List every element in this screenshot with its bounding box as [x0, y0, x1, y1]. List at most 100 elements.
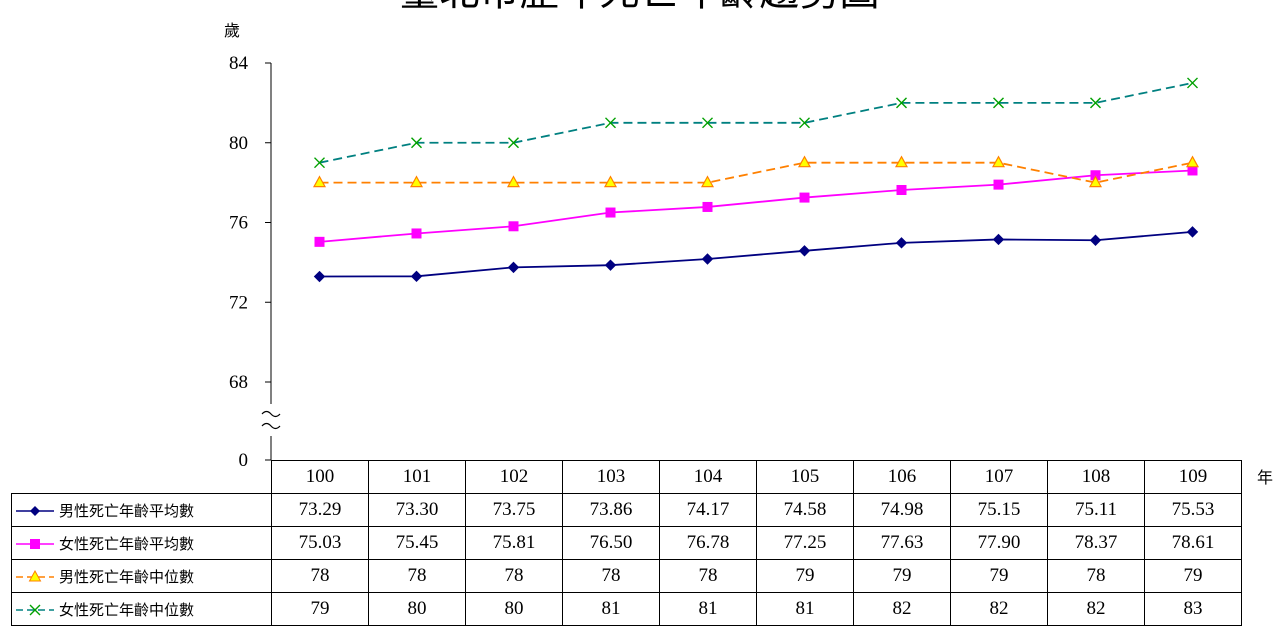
data-point-marker: [1088, 175, 1103, 188]
data-point-marker-stroke: [1187, 77, 1198, 89]
data-value-cell: 73.29: [271, 493, 369, 527]
data-table: 100 101 102 103 104 105 106 107 108 109 男性死亡年齡平均數 7…: [11, 460, 1242, 626]
data-point-marker: [313, 270, 326, 283]
data-value-cell: 74.58: [756, 493, 854, 527]
data-value-cell: 79: [271, 592, 369, 626]
data-point-marker: [409, 175, 424, 188]
data-value-cell: 79: [950, 559, 1048, 593]
data-value-cell: 75.03: [271, 526, 369, 560]
series-name: 女性死亡年齡中位數: [59, 600, 195, 619]
data-point-marker: [991, 155, 1006, 168]
legend-marker: [30, 506, 40, 516]
table-row: 男性死亡年齡中位數 78 78 78 78 78 79 79 79 78 79: [11, 559, 1242, 593]
data-value-cell: 78.61: [1144, 526, 1242, 560]
y-tick-label: 80: [229, 133, 248, 154]
data-point-marker: [507, 261, 520, 274]
data-point-marker: [411, 137, 422, 149]
data-value-cell: 77.90: [950, 526, 1048, 560]
data-point-marker-stroke: [314, 157, 325, 169]
data-point-marker: [604, 259, 617, 271]
table-header-row: 100 101 102 103 104 105 106 107 108 109: [11, 460, 1242, 494]
chart-title: 臺北市歷年死亡年齡趨勢圖: [0, 0, 1279, 14]
table-row: 女性死亡年齡中位數 79 80 80 81 81 81 82 82 82 83: [11, 592, 1242, 626]
data-point-marker: [312, 175, 327, 188]
table-row: 男性死亡年齡平均數 73.29 73.30 73.75 73.86 74.17 74.58 7…: [11, 493, 1242, 527]
data-point-marker-stroke: [605, 117, 616, 129]
data-value-cell: 78: [1047, 559, 1145, 593]
data-value-cell: 76.50: [562, 526, 660, 560]
legend-entry: 男性死亡年齡中位數: [11, 559, 272, 593]
series-line: [319, 230, 1193, 278]
data-point-marker: [605, 207, 616, 218]
data-point-marker: [314, 157, 325, 169]
data-point-marker-stroke: [799, 117, 810, 129]
x-category-label: 107: [950, 460, 1048, 494]
x-category-label: 106: [853, 460, 951, 494]
data-point-marker: [506, 175, 521, 188]
legend-key: [16, 539, 54, 549]
data-value-cell: 78.37: [1047, 526, 1145, 560]
legend-marker: [30, 539, 40, 549]
x-category-label: 104: [659, 460, 757, 494]
data-point-marker: [702, 117, 713, 129]
data-value-cell: 79: [1144, 559, 1242, 593]
series-line: [319, 161, 1193, 184]
data-point-marker: [1187, 77, 1198, 89]
data-point-marker: [797, 155, 812, 168]
data-value-cell: 79: [756, 559, 854, 593]
data-value-cell: 81: [562, 592, 660, 626]
data-value-cell: 79: [853, 559, 951, 593]
chart-title-area: 臺北市歷年死亡年齡趨勢圖: [0, 0, 1279, 14]
y-axis-unit-label: 歲: [224, 21, 240, 40]
series-line: [319, 82, 1193, 164]
data-point-marker: [1089, 234, 1102, 246]
data-point-marker: [993, 179, 1004, 190]
data-value-cell: 77.25: [756, 526, 854, 560]
data-point-marker: [508, 137, 519, 149]
x-category-label: 103: [562, 460, 660, 494]
legend-entry: 女性死亡年齡平均數: [11, 526, 272, 560]
legend-entry: 女性死亡年齡中位數: [11, 592, 272, 626]
legend-key: [16, 604, 54, 616]
y-tick-label: 76: [229, 213, 248, 234]
data-point-marker-stroke: [411, 137, 422, 149]
series-name: 男性死亡年齡中位數: [59, 567, 195, 586]
data-point-marker: [896, 185, 907, 196]
data-point-marker: [894, 155, 909, 168]
legend-entry: 男性死亡年齡平均數: [11, 493, 272, 527]
data-value-cell: 78: [368, 559, 466, 593]
data-point-marker: [605, 117, 616, 129]
data-value-cell: 82: [950, 592, 1048, 626]
x-axis-unit-label: 年: [1257, 468, 1274, 487]
data-point-marker-stroke: [508, 137, 519, 149]
data-point-marker: [993, 97, 1004, 109]
data-point-marker: [896, 97, 907, 109]
data-point-marker: [1090, 97, 1101, 109]
data-value-cell: 75.11: [1047, 493, 1145, 527]
data-value-cell: 80: [368, 592, 466, 626]
data-value-cell: 83: [1144, 592, 1242, 626]
data-value-cell: 82: [1047, 592, 1145, 626]
series-name: 男性死亡年齡平均數: [59, 501, 195, 520]
data-value-cell: 75.45: [368, 526, 466, 560]
data-point-marker: [701, 253, 714, 265]
data-value-cell: 81: [659, 592, 757, 626]
x-category-label: 100: [271, 460, 369, 494]
data-value-cell: 73.30: [368, 493, 466, 527]
data-point-marker: [798, 245, 811, 257]
data-point-marker: [314, 236, 325, 247]
data-value-cell: 75.53: [1144, 493, 1242, 527]
table-corner-cell: [11, 460, 272, 494]
data-value-cell: 78: [271, 559, 369, 593]
x-category-label: 109: [1144, 460, 1242, 494]
table-row: 女性死亡年齡平均數 75.03 75.45 75.81 76.50 76.78 77.25 7…: [11, 526, 1242, 560]
data-point-marker-stroke: [1090, 97, 1101, 109]
x-category-label: 102: [465, 460, 563, 494]
axis-break-mark: [261, 422, 281, 430]
data-point-marker: [1090, 170, 1101, 181]
data-value-cell: 74.98: [853, 493, 951, 527]
y-tick-label: 84: [229, 53, 249, 74]
legend-key: [16, 570, 54, 582]
data-point-marker-stroke: [702, 117, 713, 129]
line-chart: 0 68 72 76 80 84 歲: [224, 21, 1200, 470]
